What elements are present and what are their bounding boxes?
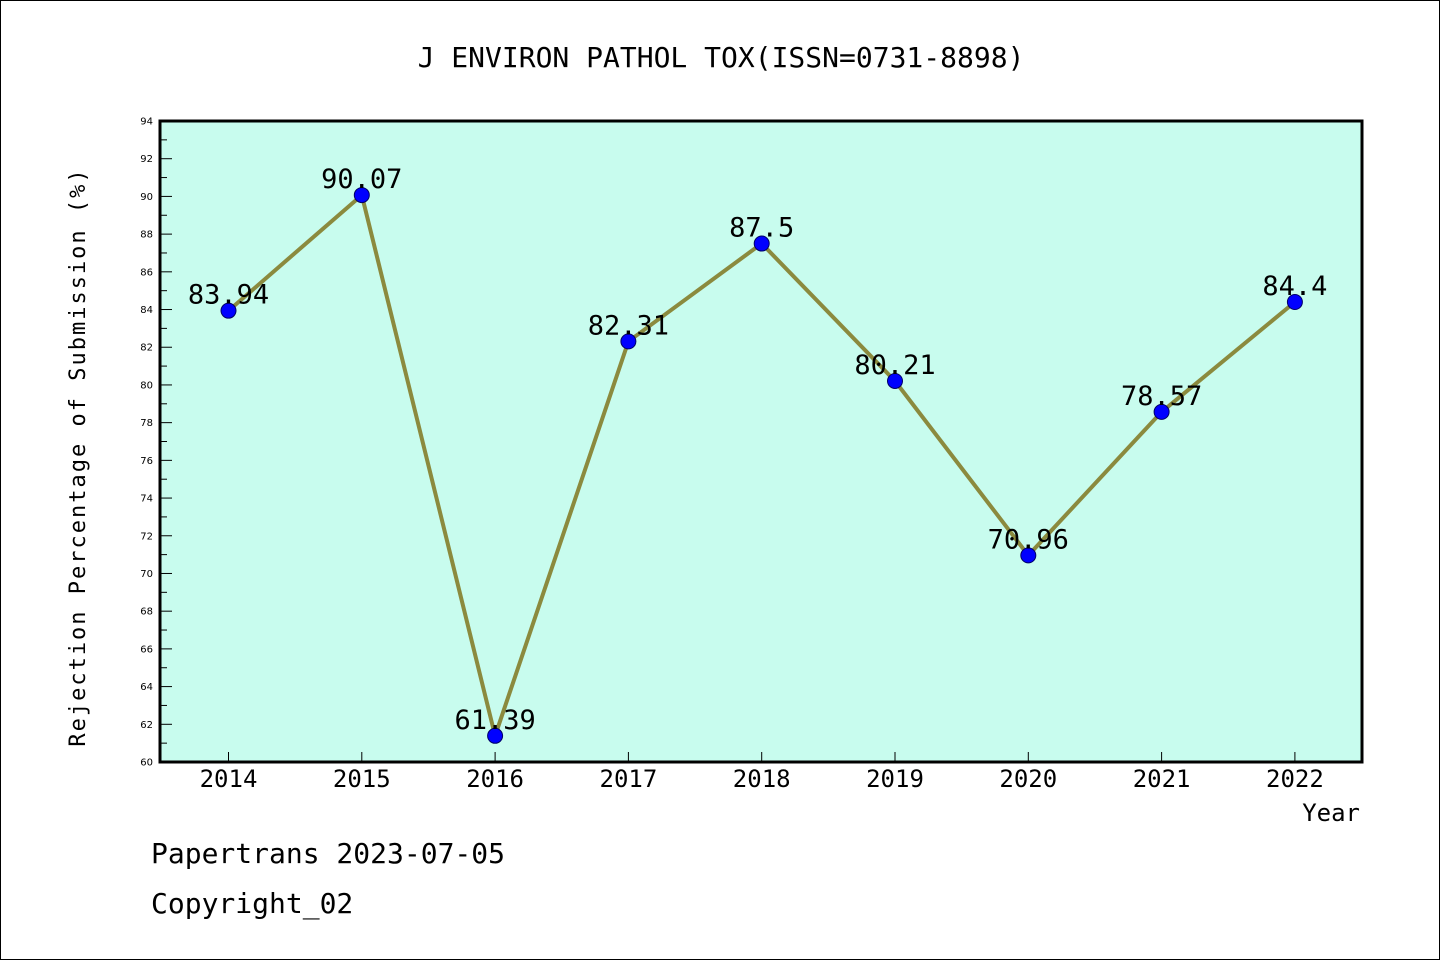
data-label: 87.5 xyxy=(729,213,794,244)
plot-area xyxy=(158,119,1364,764)
data-label: 70.96 xyxy=(988,524,1069,555)
y-tick-label: 66 xyxy=(140,644,153,655)
data-point xyxy=(1153,403,1170,420)
y-axis-label: Rejection Percentage of Submission (%) xyxy=(66,167,91,746)
y-tick-label: 80 xyxy=(140,380,153,391)
y-tick-label: 64 xyxy=(140,682,153,693)
x-tick-label: 2021 xyxy=(1133,765,1191,793)
series-points-group xyxy=(220,187,1303,744)
x-tick-label: 2015 xyxy=(333,765,391,793)
data-point xyxy=(753,235,770,252)
data-point xyxy=(487,727,504,744)
y-tick-label: 84 xyxy=(140,305,153,316)
y-tick-label: 78 xyxy=(140,418,153,429)
y-tick-label: 72 xyxy=(140,531,153,542)
data-label: 84.4 xyxy=(1262,271,1327,302)
x-tick-label: 2020 xyxy=(999,765,1057,793)
data-point xyxy=(353,187,370,204)
y-tick-label: 70 xyxy=(140,569,153,580)
data-point xyxy=(220,302,237,319)
y-tick-label: 94 xyxy=(140,117,153,128)
x-tick-label: 2022 xyxy=(1266,765,1324,793)
x-tick-label: 2016 xyxy=(466,765,524,793)
footer-date: Papertrans 2023-07-05 xyxy=(151,837,506,870)
data-label: 83.94 xyxy=(188,280,269,311)
x-tick-label: 2014 xyxy=(200,765,258,793)
x-tick-label: 2018 xyxy=(733,765,791,793)
y-tick-label: 74 xyxy=(140,494,153,505)
y-tick-label: 88 xyxy=(140,230,153,241)
y-tick-label: 82 xyxy=(140,343,153,354)
x-tick-label: 2019 xyxy=(866,765,924,793)
data-point xyxy=(1020,547,1037,564)
data-label: 61.39 xyxy=(454,705,535,736)
y-tick-label: 68 xyxy=(140,607,153,618)
y-axis-ticks: 60 62 64 66 68 70 72 74 76 78 80 82 84 86 88 90 92 94 xyxy=(140,117,172,769)
data-label: 90.07 xyxy=(321,164,402,195)
data-label: 78.57 xyxy=(1121,381,1202,412)
x-tick-label: 2017 xyxy=(600,765,658,793)
y-tick-label: 90 xyxy=(140,192,153,203)
y-tick-label: 62 xyxy=(140,720,153,731)
data-labels-group: 83.94 90.07 61.39 82.31 87.5 80.21 70.96 78.57 8… xyxy=(188,164,1328,736)
data-label: 80.21 xyxy=(854,350,935,381)
y-tick-label: 76 xyxy=(140,456,153,467)
data-point xyxy=(887,372,903,389)
data-point xyxy=(1286,293,1303,310)
y-tick-label: 86 xyxy=(140,267,153,278)
y-tick-label: 92 xyxy=(140,154,153,165)
x-axis-ticks: 2014 2015 2016 2017 2018 2019 2020 2021 2022 xyxy=(200,752,1324,793)
chart-title: J ENVIRON PATHOL TOX(ISSN=0731-8898) xyxy=(418,41,1025,74)
x-axis-label: Year xyxy=(1302,799,1360,827)
data-label: 82.31 xyxy=(588,310,669,341)
data-point xyxy=(620,333,637,350)
y-tick-label: 60 xyxy=(140,758,153,769)
footer-copyright: Copyright_02 xyxy=(151,887,354,920)
